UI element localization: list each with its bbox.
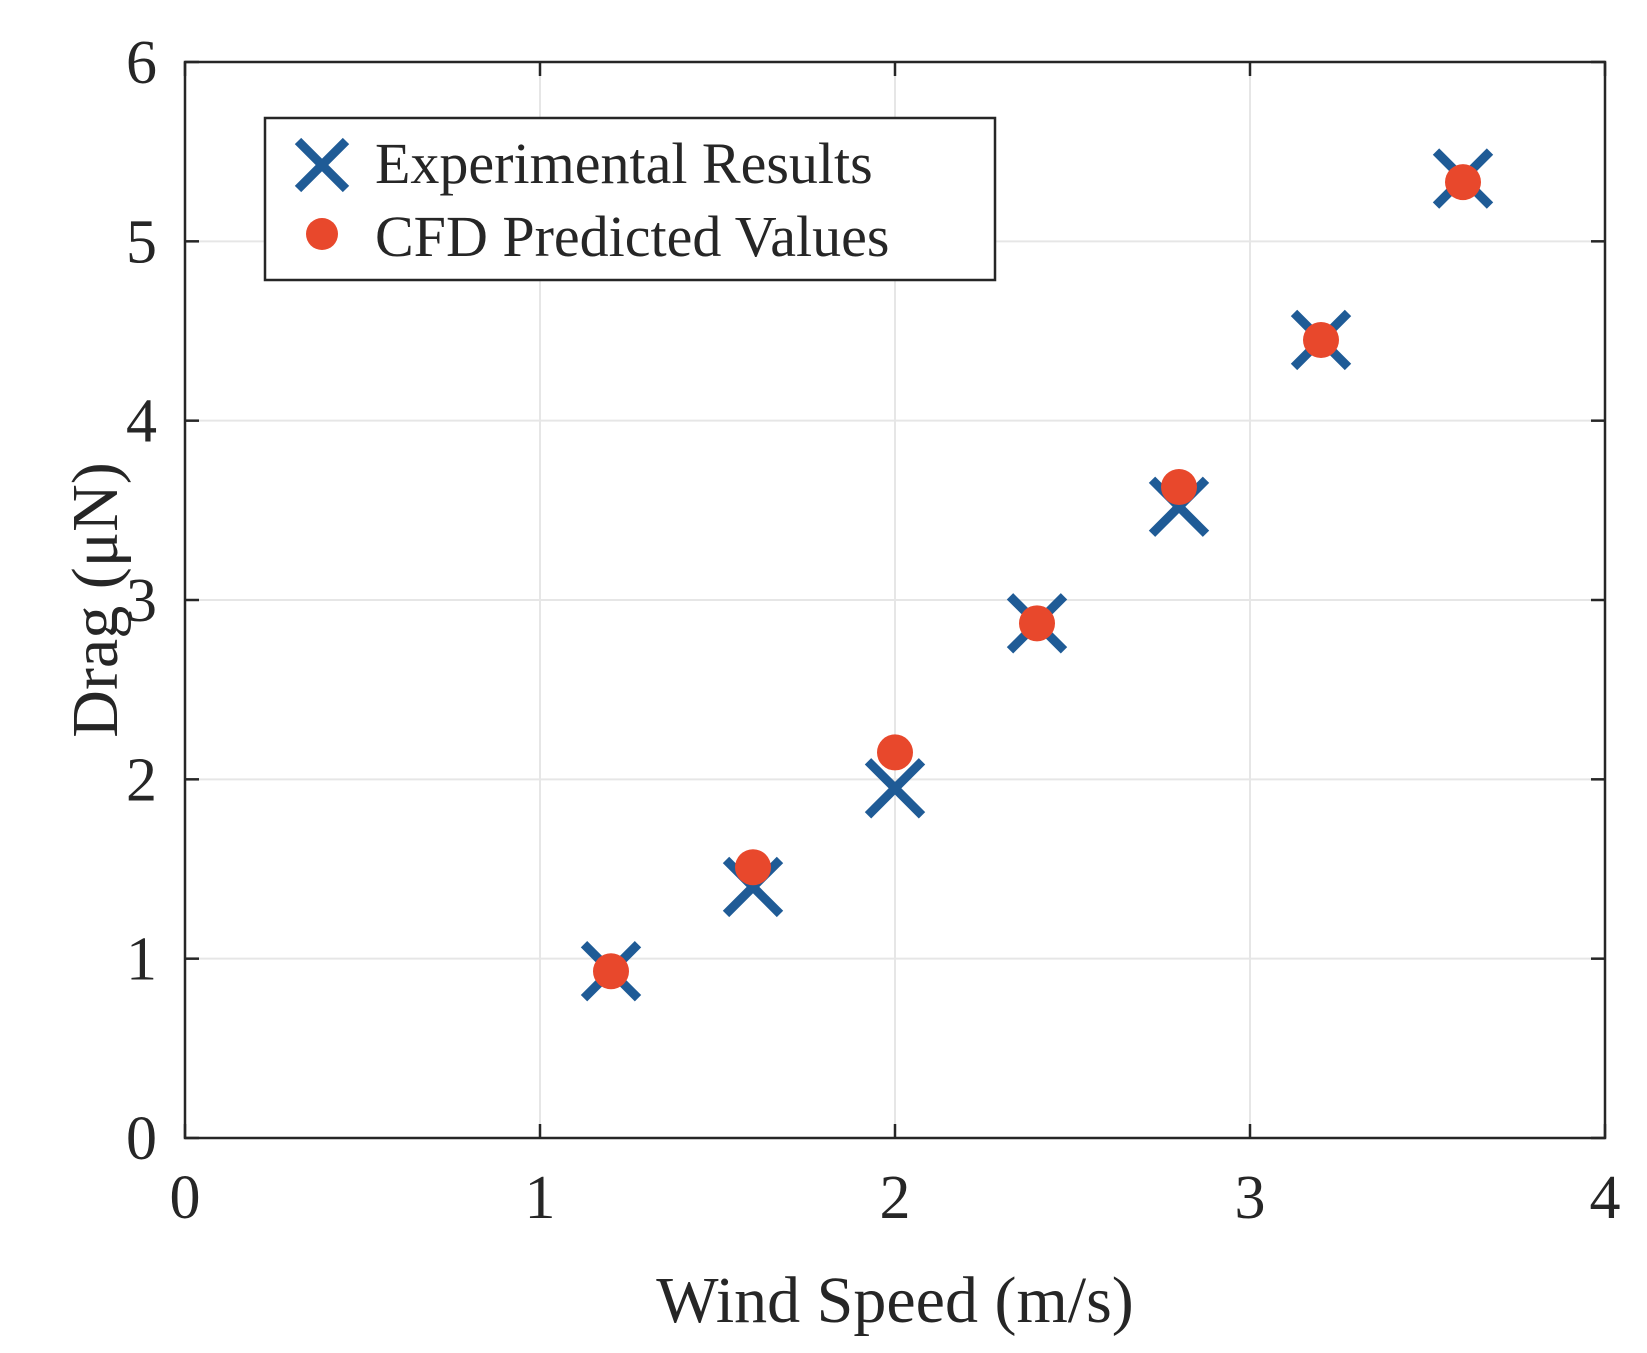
cfd-point-2: [877, 734, 913, 771]
legend-label-experimental: Experimental Results: [375, 131, 873, 196]
legend-label-cfd: CFD Predicted Values: [375, 204, 889, 269]
legend-box: [263, 116, 997, 282]
cfd-point-6: [1445, 164, 1481, 201]
legend-dot-marker: [306, 218, 338, 250]
experimental-point-4: [1148, 476, 1210, 537]
ticks: 0 1 2 3 4 0 1 2 3 4 5 6: [126, 29, 1621, 1232]
y-tick-label: 6: [126, 29, 157, 97]
y-axis-label: Drag (μN): [59, 462, 132, 737]
x-axis-label: Wind Speed (m/s): [656, 1264, 1134, 1337]
cfd-point-0: [593, 953, 629, 990]
y-tick-label: 1: [126, 926, 157, 994]
y-tick-label: 3: [126, 567, 157, 635]
y-tick-label: 2: [126, 746, 157, 814]
cfd-point-4: [1161, 469, 1197, 506]
cfd-point-5: [1303, 321, 1339, 358]
x-tick-label: 1: [525, 1164, 556, 1232]
y-tick-label: 4: [126, 388, 157, 456]
cfd-point-3: [1019, 605, 1055, 642]
x-tick-label: 2: [880, 1164, 911, 1232]
legend: Experimental Results CFD Predicted Value…: [263, 116, 997, 282]
experimental-point-2: [864, 758, 926, 819]
legend-marker-experimental: [294, 137, 350, 193]
data-marks: [580, 148, 1494, 1002]
x-tick-label: 4: [1590, 1164, 1621, 1232]
x-tick-label: 0: [170, 1164, 201, 1232]
legend-marker-cfd: [306, 218, 338, 250]
x-tick-label: 3: [1235, 1164, 1266, 1232]
y-tick-label: 0: [126, 1105, 157, 1173]
experimental-point-1: [722, 856, 784, 918]
legend-x-marker: [294, 137, 350, 193]
y-tick-label: 5: [126, 208, 157, 276]
cfd-point-1: [735, 849, 771, 886]
